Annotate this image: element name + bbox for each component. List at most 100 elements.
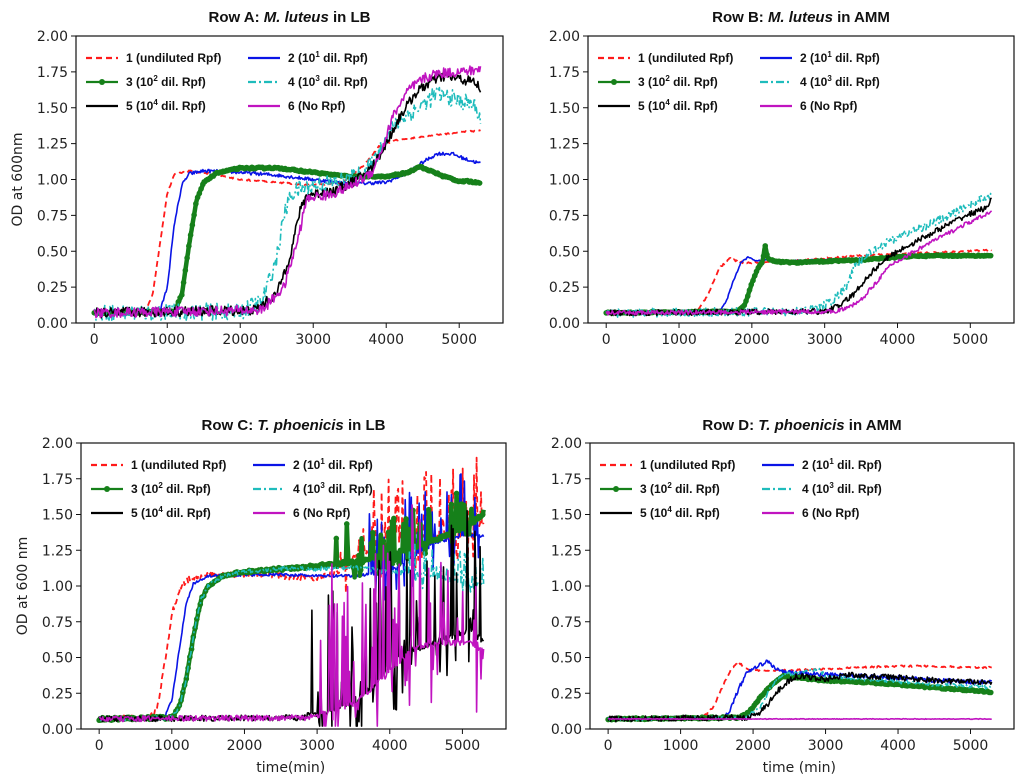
series-marker-s3: [385, 529, 392, 536]
series-group: [603, 191, 994, 318]
y-tick-label: 1.00: [549, 173, 580, 189]
legend: 1 (undiluted Rpf) 2 (101 dil. Rpf) 3 (102 …: [600, 457, 882, 520]
y-tick-label: 0.00: [42, 722, 73, 738]
series-marker-s3: [380, 538, 387, 544]
series-marker-s3: [394, 556, 401, 562]
series-group: [96, 456, 486, 727]
y-tick-label: 1.50: [549, 101, 580, 117]
series-marker-s3: [476, 180, 483, 186]
series-line-s4: [93, 86, 482, 321]
series-marker-s3: [403, 516, 409, 522]
legend-label-s4: 4 (103 dil. Rpf): [802, 481, 882, 496]
x-tick-label: 5000: [953, 738, 989, 754]
x-tick-label: 5000: [441, 332, 477, 348]
series-marker-s3: [368, 540, 374, 547]
series-line-s6: [605, 210, 993, 316]
x-tick-label: 0: [604, 738, 613, 754]
legend-label-s6: 6 (No Rpf): [802, 506, 859, 520]
legend-marker-s3: [99, 79, 105, 85]
panel-title: Row A: M. luteus in LB: [209, 9, 371, 26]
panel-title: Row B: M. luteus in AMM: [712, 9, 890, 26]
legend-marker-s3: [104, 486, 110, 492]
y-tick-label: 2.00: [42, 436, 73, 452]
legend-item-s2: 2 (101 dil. Rpf): [253, 457, 373, 472]
series-marker-s3: [357, 567, 364, 573]
y-tick-label: 1.00: [42, 579, 73, 595]
legend-label-s3: 3 (102 dil. Rpf): [640, 481, 720, 496]
legend-label-s5: 5 (104 dil. Rpf): [126, 98, 206, 113]
series-marker-s3: [762, 243, 769, 249]
series-marker-s3: [194, 616, 200, 622]
y-axis-label: OD at 600nm: [10, 132, 26, 226]
series-marker-s3: [354, 557, 361, 564]
series-marker-s3: [452, 511, 458, 517]
title-medium: in AMM: [833, 9, 890, 26]
title-species: M. luteus: [264, 9, 329, 26]
series-marker-s3: [356, 552, 362, 559]
legend-item-s1: 1 (undiluted Rpf): [598, 51, 733, 65]
y-tick-label: 0.75: [42, 615, 73, 631]
legend-label-s3: 3 (102 dil. Rpf): [126, 74, 206, 89]
title-prefix: Row A:: [209, 9, 264, 26]
y-tick-label: 0.00: [37, 316, 68, 332]
x-tick-label: 1000: [154, 738, 190, 754]
y-tick-label: 1.25: [37, 137, 68, 153]
series-marker-s3: [744, 293, 751, 299]
title-species: T. phoenicis: [257, 417, 343, 434]
legend-item-s6: 6 (No Rpf): [760, 99, 857, 113]
series-marker-s3: [758, 260, 765, 266]
x-tick-label: 0: [95, 738, 104, 754]
series-line-s1: [93, 129, 481, 315]
panel-b: Row B: M. luteus in AMM 0.00 0.25 0.50 0.75 1…: [549, 9, 1015, 348]
series-marker-s3: [179, 292, 185, 298]
legend-marker-s3: [611, 79, 617, 85]
legend-label-s2: 2 (101 dil. Rpf): [288, 50, 368, 65]
series-line-s3: [92, 164, 483, 316]
legend-label-s6: 6 (No Rpf): [800, 99, 857, 113]
y-tick-label: 1.25: [551, 543, 582, 559]
y-tick-label: 2.00: [37, 29, 68, 45]
legend-item-s4: 4 (103 dil. Rpf): [253, 481, 373, 496]
y-tick-label: 0.25: [549, 280, 580, 296]
series-group: [91, 65, 483, 321]
y-tick-label: 0.50: [549, 244, 580, 260]
legend-item-s1: 1 (undiluted Rpf): [86, 51, 221, 65]
x-tick-label: 1000: [661, 332, 697, 348]
legend-label-s3: 3 (102 dil. Rpf): [131, 481, 211, 496]
legend-label-s1: 1 (undiluted Rpf): [638, 51, 733, 65]
series-marker-s3: [333, 535, 340, 542]
series-marker-s3: [750, 277, 756, 284]
series-line-s2: [93, 151, 481, 316]
y-tick-label: 1.75: [42, 472, 73, 488]
series-line-s1: [605, 248, 993, 315]
legend-item-s5: 5 (104 dil. Rpf): [86, 98, 206, 113]
series-marker-s3: [366, 556, 373, 562]
series-marker-s3: [384, 551, 390, 558]
series-line-s1: [607, 660, 992, 721]
x-tick-label: 2000: [227, 738, 263, 754]
y-tick-label: 1.50: [42, 508, 73, 524]
legend-item-s3: 3 (102 dil. Rpf): [600, 481, 720, 496]
series-line-s5: [607, 671, 993, 723]
series-marker-s3: [391, 515, 397, 522]
legend-label-s5: 5 (104 dil. Rpf): [640, 505, 720, 520]
legend-label-s6: 6 (No Rpf): [293, 506, 350, 520]
series-marker-s3: [987, 252, 994, 259]
legend-item-s2: 2 (101 dil. Rpf): [762, 457, 882, 472]
panel-c: Row C: T. phoenicis in LB 0.00 0.25 0.50 0.7…: [15, 417, 507, 776]
series-marker-s3: [198, 185, 204, 192]
legend-label-s4: 4 (103 dil. Rpf): [293, 481, 373, 496]
y-tick-label: 1.75: [37, 65, 68, 81]
series-marker-s3: [387, 545, 394, 551]
y-tick-label: 0.25: [551, 686, 582, 702]
x-tick-label: 3000: [807, 332, 843, 348]
y-tick-label: 1.25: [549, 137, 580, 153]
series-marker-s3: [741, 302, 748, 309]
y-tick-label: 1.75: [551, 472, 582, 488]
legend-item-s4: 4 (103 dil. Rpf): [762, 481, 882, 496]
y-tick-label: 1.50: [551, 508, 582, 524]
series-marker-s3: [751, 272, 758, 279]
y-tick-label: 1.75: [549, 65, 580, 81]
panel-title: Row C: T. phoenicis in LB: [202, 417, 386, 434]
